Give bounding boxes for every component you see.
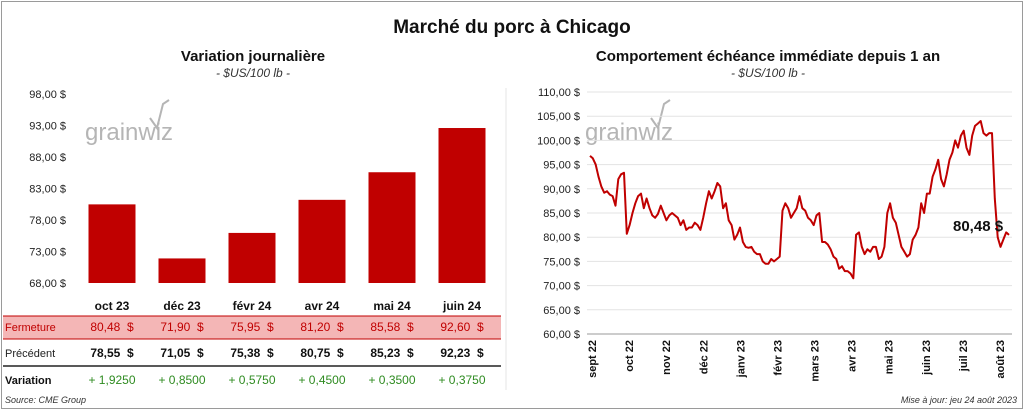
bar-y-tick-label: 93,00 $ [29, 121, 66, 133]
line-series [589, 120, 1010, 280]
source-note: Source: CME Group [5, 395, 86, 405]
line-y-tick-label: 60,00 $ [543, 329, 580, 341]
line-x-tick-label: juin 23 [921, 340, 933, 376]
line-y-tick-label: 90,00 $ [543, 184, 580, 196]
line-y-tick-label: 70,00 $ [543, 281, 580, 293]
bar [438, 128, 486, 283]
line-x-tick-label: janv 23 [735, 340, 747, 378]
bar [158, 258, 206, 283]
line-x-tick-label: avr 23 [847, 340, 859, 372]
bar [298, 199, 346, 283]
bar-category-label: févr 24 [233, 299, 272, 313]
bar-y-axis: 98,00 $ 93,00 $ 88,00 $ 83,00 $ 78,00 $ 73,00… [29, 89, 66, 290]
table-row-label: Variation [5, 375, 52, 387]
table-cell: 71,05 $ [160, 346, 204, 360]
table-cell: 75,95 $ [230, 320, 274, 334]
bar-y-tick-label: 83,00 $ [29, 184, 66, 196]
data-table: Fermeture 80,48 $ 71,90 $ 75,95 $ 81,20 $ 85,… [5, 320, 486, 387]
line-y-tick-label: 105,00 $ [537, 111, 580, 123]
bar-y-tick-label: 73,00 $ [29, 247, 66, 259]
table-cell: + 0,3750 [438, 373, 485, 387]
line-x-tick-label: août 23 [995, 340, 1007, 379]
table-cell: 75,38 $ [230, 346, 274, 360]
bar-chart-title: Variation journalière [181, 48, 325, 65]
line-x-tick-label: mars 23 [810, 340, 822, 382]
table-cell: 81,20 $ [300, 320, 344, 334]
line-x-axis: sept 22 oct 22 nov 22 déc 22 janv 23 févr 23 m… [587, 340, 1007, 382]
table-cell: 78,55 $ [90, 346, 134, 360]
line-y-tick-label: 110,00 $ [538, 87, 580, 99]
line-x-tick-label: juil 23 [958, 340, 970, 372]
update-note: Mise à jour: jeu 24 août 2023 [901, 395, 1017, 405]
table-cell: + 0,4500 [298, 373, 345, 387]
bar [228, 232, 276, 283]
table-cell: 85,23 $ [370, 346, 414, 360]
watermark-left: grainwiz [85, 99, 173, 146]
line-x-tick-label: déc 22 [698, 340, 710, 374]
line-x-tick-label: sept 22 [587, 340, 599, 378]
line-y-tick-label: 95,00 $ [543, 160, 580, 172]
table-cell: + 0,5750 [228, 373, 275, 387]
line-y-tick-label: 65,00 $ [543, 305, 580, 317]
bar-y-tick-label: 98,00 $ [29, 89, 66, 101]
line-y-tick-label: 80,00 $ [543, 232, 580, 244]
main-title: Marché du porc à Chicago [393, 17, 631, 38]
bar-y-tick-label: 88,00 $ [29, 152, 66, 164]
bar-category-label: juin 24 [442, 299, 481, 313]
line-y-tick-label: 100,00 $ [537, 135, 580, 147]
bar-category-label: déc 23 [163, 299, 201, 313]
bar [88, 204, 136, 283]
bar-series [88, 128, 486, 283]
bar-category-label: mai 24 [373, 299, 411, 313]
table-cell: 80,48 $ [90, 320, 134, 334]
table-row-label: Précédent [5, 348, 55, 360]
line-y-tick-label: 75,00 $ [543, 256, 580, 268]
bar-y-tick-label: 68,00 $ [29, 278, 66, 290]
last-value-label: 80,48 $ [953, 218, 1004, 235]
table-cell: 71,90 $ [160, 320, 204, 334]
fermeture-row-background [3, 316, 501, 339]
line-y-tick-label: 85,00 $ [543, 208, 580, 220]
table-cell: 92,23 $ [440, 346, 484, 360]
bar-x-axis: oct 23 déc 23 févr 24 avr 24 mai 24 juin 24 [95, 299, 482, 313]
table-cell: + 0,8500 [158, 373, 205, 387]
bar-category-label: avr 24 [305, 299, 340, 313]
bar-y-tick-label: 78,00 $ [29, 215, 66, 227]
watermark-right: grainwiz [585, 99, 673, 146]
bar-category-label: oct 23 [95, 299, 130, 313]
watermark-left-mark [149, 99, 170, 131]
watermark-left-text: grainwiz [85, 119, 173, 146]
bar [368, 172, 416, 283]
line-x-tick-label: févr 23 [772, 340, 784, 375]
bar-chart-unit: - $US/100 lb - [216, 66, 290, 80]
line-x-tick-label: nov 22 [661, 340, 673, 375]
table-cell: + 0,3500 [368, 373, 415, 387]
line-chart-unit: - $US/100 lb - [731, 66, 805, 80]
line-chart-title: Comportement échéance immédiate depuis 1… [596, 48, 940, 65]
table-cell: 92,60 $ [440, 320, 484, 334]
line-x-tick-label: mai 23 [884, 340, 896, 374]
table-row-label: Fermeture [5, 322, 56, 334]
table-cell: + 1,9250 [88, 373, 135, 387]
table-cell: 85,58 $ [370, 320, 414, 334]
table-cell: 80,75 $ [300, 346, 344, 360]
line-x-tick-label: oct 22 [624, 340, 636, 372]
